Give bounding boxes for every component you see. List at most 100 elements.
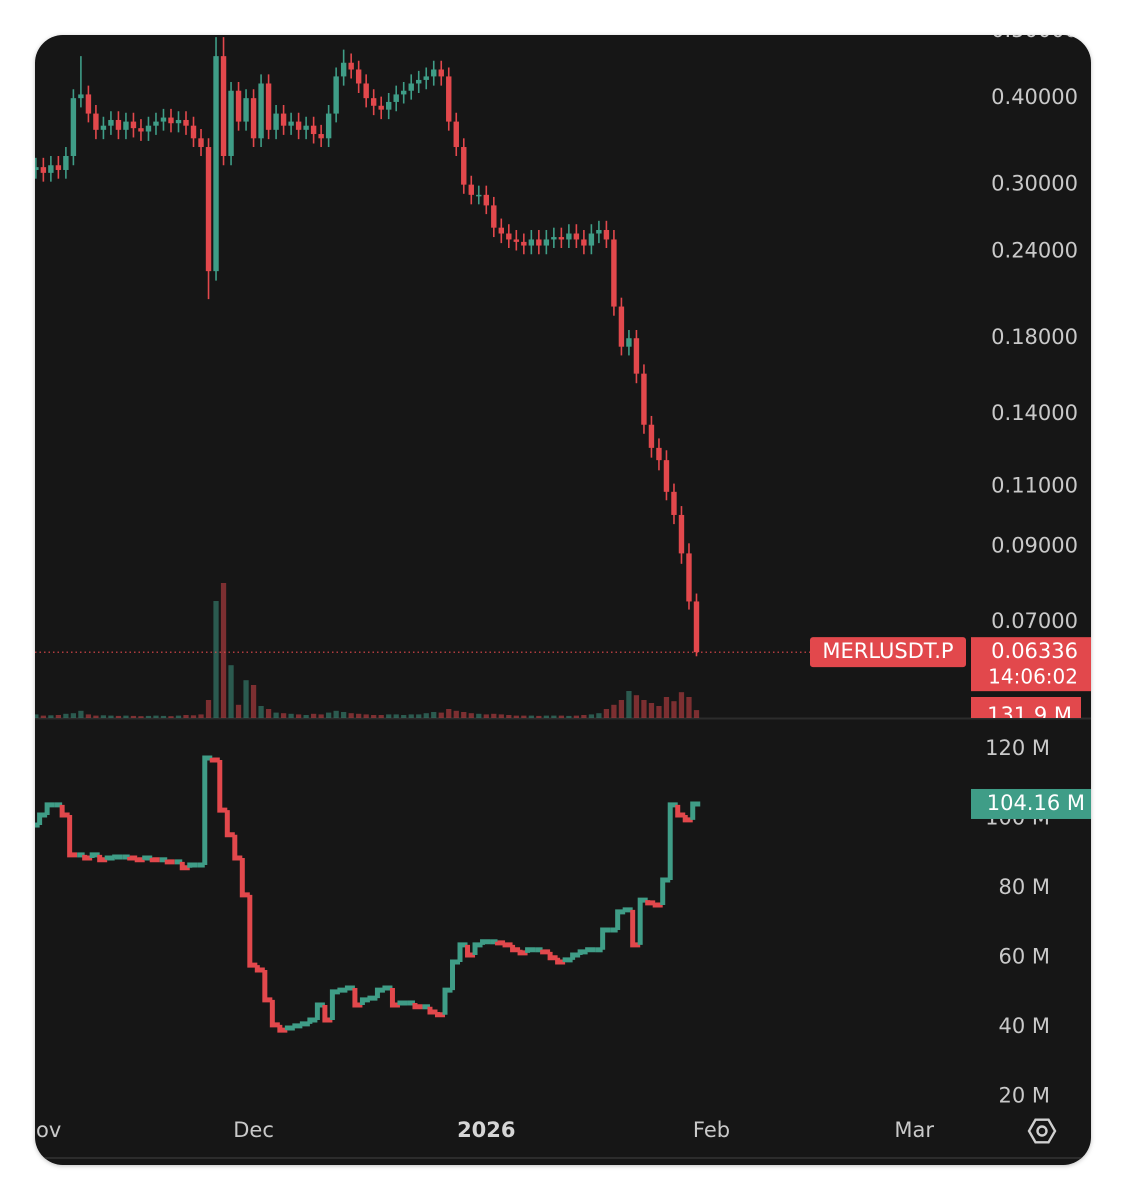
candle-body: [581, 239, 587, 246]
indicator-step: [427, 1006, 438, 1015]
indicator-step: [89, 852, 100, 859]
volume-bar: [491, 713, 497, 718]
candle-body: [333, 76, 339, 114]
volume-bar: [543, 715, 549, 718]
indicator-step: [209, 757, 220, 763]
volume-bar: [160, 715, 167, 718]
candle-body: [686, 553, 692, 602]
volume-bar: [220, 583, 227, 718]
volume-bar: [243, 680, 249, 718]
candle-body: [446, 76, 452, 122]
indicator-step: [667, 802, 678, 880]
candle-body: [543, 239, 550, 246]
candle-body: [506, 233, 512, 240]
volume-bar: [326, 712, 332, 718]
settings-button[interactable]: [1027, 1118, 1057, 1144]
candle-body: [63, 155, 69, 170]
indicator-step: [450, 959, 461, 991]
volume-bar: [536, 715, 542, 718]
volume-bar: [618, 700, 625, 718]
indicator-step: [352, 988, 363, 1008]
volume-bar: [258, 706, 264, 718]
candle-body: [603, 229, 610, 240]
candle-body: [566, 233, 572, 240]
y-tick-label: 0.40000: [991, 85, 1078, 109]
indicator-step: [690, 801, 701, 820]
indicator-step: [555, 957, 566, 965]
candle-body: [363, 83, 369, 99]
indicator-step: [134, 857, 145, 863]
candle-body: [115, 119, 122, 130]
indicator-step: [269, 999, 280, 1028]
candle-body: [310, 125, 317, 135]
volume-bar: [408, 714, 414, 718]
indicator-step: [44, 802, 55, 815]
candle-body: [228, 90, 234, 156]
candle-body: [431, 69, 437, 77]
candle-body: [611, 239, 617, 307]
volume-bar: [641, 700, 647, 718]
indicator-tick-label: 20 M: [998, 1083, 1050, 1107]
x-tick-label: Dec: [233, 1118, 274, 1142]
volume-bar: [401, 715, 407, 718]
volume-bar: [100, 715, 107, 718]
indicator-step: [187, 862, 198, 868]
symbol-label: MERLUSDT.P: [822, 639, 953, 663]
indicator-step: [637, 897, 648, 945]
volume-bar: [183, 715, 189, 718]
candle-body: [491, 205, 497, 228]
indicator-badge: [971, 788, 1091, 819]
volume-bar: [438, 712, 444, 718]
volume-bar: [115, 715, 122, 718]
indicator-step: [277, 1024, 288, 1033]
volume-bar: [288, 713, 294, 718]
panel: [35, 35, 1091, 1165]
indicator-step: [472, 942, 483, 956]
volume-bar: [693, 710, 700, 718]
volume-bar: [138, 716, 144, 718]
candle-body: [220, 56, 227, 156]
candle-body: [416, 79, 422, 84]
candle-body: [258, 83, 264, 139]
volume-bar: [363, 714, 369, 718]
volume-bar: [656, 706, 662, 718]
last-price-label: 0.06336: [991, 639, 1078, 663]
y-tick-label: 0.14000: [991, 401, 1078, 425]
indicator-step: [359, 997, 370, 1006]
indicator-step: [570, 952, 581, 960]
candle-body: [648, 424, 655, 448]
indicator-step: [502, 942, 513, 948]
candle-body: [626, 338, 632, 347]
volume-bar: [175, 715, 182, 718]
volume-bar: [35, 714, 39, 718]
indicator-step: [562, 957, 573, 963]
volume-last-label: 131.9 M: [987, 703, 1072, 727]
volume-bar: [55, 715, 62, 718]
indicator-step: [37, 812, 48, 826]
candle-body: [378, 105, 384, 110]
volume-bar: [235, 704, 242, 718]
indicator-step: [164, 859, 175, 865]
volume-bar: [528, 715, 534, 718]
candle-body: [641, 373, 647, 425]
candle-body: [198, 138, 204, 148]
candle-body: [168, 117, 174, 124]
volume-bar: [295, 714, 302, 718]
candle-body: [663, 460, 670, 492]
volume-bar: [633, 695, 640, 718]
price-badge: [971, 637, 1091, 692]
candle-body: [656, 447, 662, 461]
indicator-tick-label: 40 M: [998, 1014, 1050, 1038]
candle-body: [693, 601, 700, 653]
volume-bar: [108, 715, 114, 718]
volume-bar: [371, 715, 377, 718]
indicator-step: [525, 947, 536, 953]
indicator-step: [615, 909, 626, 930]
indicator-step: [224, 810, 235, 838]
volume-bar: [663, 697, 670, 718]
volume-bar: [93, 715, 99, 718]
indicator-tick-label: 120 M: [985, 736, 1050, 760]
candle-body: [558, 237, 565, 240]
candle-body: [123, 121, 129, 130]
volume-bar: [626, 691, 632, 718]
